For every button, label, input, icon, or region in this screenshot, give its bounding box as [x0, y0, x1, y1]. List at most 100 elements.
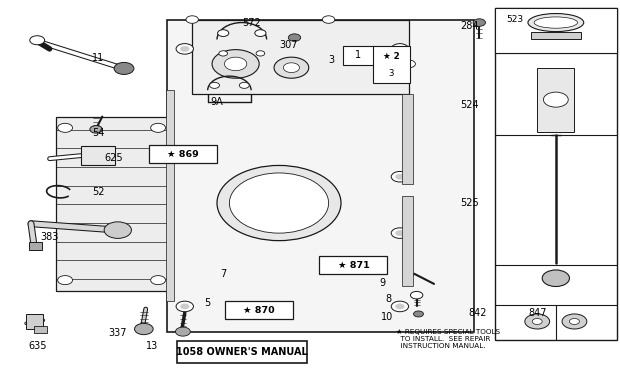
- Circle shape: [391, 44, 409, 54]
- Bar: [319, 256, 388, 274]
- Text: 7: 7: [220, 270, 226, 279]
- Bar: [531, 32, 580, 39]
- Circle shape: [570, 318, 580, 324]
- Bar: [192, 20, 409, 94]
- Text: 1: 1: [355, 50, 361, 60]
- Circle shape: [217, 165, 341, 241]
- Text: 9: 9: [379, 278, 386, 288]
- Bar: [167, 20, 474, 332]
- Circle shape: [473, 19, 485, 26]
- Circle shape: [176, 301, 193, 312]
- Ellipse shape: [534, 17, 578, 28]
- Circle shape: [229, 173, 329, 233]
- Circle shape: [410, 291, 423, 299]
- Text: 635: 635: [28, 341, 46, 351]
- Circle shape: [562, 314, 587, 329]
- Bar: [149, 145, 217, 163]
- Circle shape: [212, 50, 259, 78]
- Text: 525: 525: [460, 198, 479, 208]
- Circle shape: [396, 230, 404, 236]
- Bar: [537, 68, 575, 132]
- Text: 307: 307: [279, 40, 298, 50]
- Text: 3: 3: [329, 55, 335, 65]
- Text: 3: 3: [389, 69, 394, 78]
- Circle shape: [396, 174, 404, 179]
- Circle shape: [219, 51, 228, 56]
- Text: 54: 54: [92, 129, 104, 138]
- Bar: [373, 46, 410, 83]
- Text: 337: 337: [108, 328, 127, 338]
- Circle shape: [322, 16, 335, 23]
- Text: 1058 OWNER'S MANUAL: 1058 OWNER'S MANUAL: [176, 347, 308, 357]
- Circle shape: [151, 123, 166, 132]
- Circle shape: [180, 304, 189, 309]
- Circle shape: [525, 314, 549, 329]
- Circle shape: [239, 82, 249, 88]
- Circle shape: [288, 34, 301, 41]
- Circle shape: [274, 57, 309, 78]
- Circle shape: [135, 323, 153, 335]
- Text: 523: 523: [506, 15, 523, 24]
- Text: eReplacementParts.com: eReplacementParts.com: [192, 206, 329, 215]
- Circle shape: [180, 46, 189, 52]
- Text: ★ 869: ★ 869: [167, 150, 199, 159]
- Circle shape: [391, 301, 409, 312]
- Circle shape: [90, 126, 102, 133]
- Text: 524: 524: [460, 100, 479, 110]
- Circle shape: [176, 44, 193, 54]
- Text: 52: 52: [92, 187, 104, 197]
- Circle shape: [256, 51, 265, 56]
- Circle shape: [391, 171, 409, 182]
- Circle shape: [58, 123, 73, 132]
- Text: 842: 842: [468, 308, 487, 318]
- Circle shape: [255, 30, 266, 36]
- Text: 13: 13: [146, 341, 158, 351]
- Text: 11: 11: [92, 53, 104, 63]
- Circle shape: [186, 16, 198, 23]
- Text: 847: 847: [528, 308, 547, 318]
- Circle shape: [396, 304, 404, 309]
- Bar: [34, 326, 46, 333]
- Circle shape: [543, 92, 568, 107]
- Circle shape: [114, 62, 134, 74]
- Circle shape: [58, 276, 73, 285]
- Text: 572: 572: [242, 18, 260, 28]
- Circle shape: [391, 228, 409, 238]
- Circle shape: [210, 82, 219, 88]
- Text: 8: 8: [386, 294, 392, 304]
- Bar: [343, 46, 374, 65]
- Circle shape: [396, 46, 404, 52]
- Text: ★ 2: ★ 2: [383, 52, 400, 61]
- Ellipse shape: [528, 14, 584, 32]
- Bar: [402, 94, 413, 184]
- Bar: [81, 146, 115, 165]
- Circle shape: [532, 318, 542, 324]
- Bar: [402, 196, 413, 286]
- Bar: [495, 8, 617, 340]
- Text: 5: 5: [205, 298, 211, 308]
- Bar: [225, 301, 293, 319]
- Bar: [177, 341, 307, 363]
- Text: 383: 383: [40, 232, 59, 242]
- Text: 284: 284: [460, 21, 479, 31]
- Text: ★ REQUIRES SPECIAL TOOLS
  TO INSTALL.  SEE REPAIR
  INSTRUCTION MANUAL.: ★ REQUIRES SPECIAL TOOLS TO INSTALL. SEE…: [396, 329, 500, 349]
- Circle shape: [104, 222, 131, 238]
- Bar: [29, 242, 42, 250]
- Text: 9A: 9A: [211, 97, 224, 106]
- Bar: [26, 314, 43, 329]
- Circle shape: [175, 327, 190, 336]
- Circle shape: [414, 311, 423, 317]
- Circle shape: [542, 270, 570, 287]
- Text: ★ 870: ★ 870: [243, 306, 275, 315]
- Bar: [166, 90, 174, 301]
- Bar: [495, 8, 617, 53]
- Text: 625: 625: [104, 153, 123, 163]
- Text: 10: 10: [381, 312, 394, 321]
- Circle shape: [224, 57, 247, 71]
- Circle shape: [30, 36, 45, 45]
- Circle shape: [218, 30, 229, 36]
- Text: ★ 871: ★ 871: [337, 261, 370, 270]
- Bar: [56, 117, 169, 291]
- Circle shape: [283, 63, 299, 73]
- Circle shape: [151, 276, 166, 285]
